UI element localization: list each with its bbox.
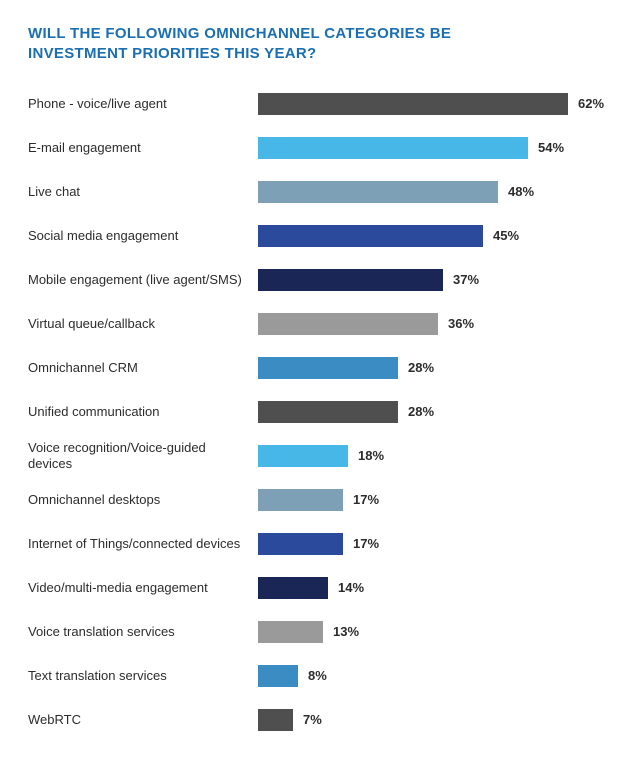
bar-wrap: 14% — [258, 577, 616, 599]
chart-row: Internet of Things/connected devices 17% — [28, 527, 616, 561]
row-label: Omnichannel CRM — [28, 360, 258, 376]
chart-row: Video/multi-media engagement 14% — [28, 571, 616, 605]
bar — [258, 357, 398, 379]
chart-row: Voice translation services 13% — [28, 615, 616, 649]
row-label: Live chat — [28, 184, 258, 200]
bar-wrap: 17% — [258, 489, 616, 511]
row-value: 36% — [448, 316, 474, 331]
chart-row: Omnichannel CRM 28% — [28, 351, 616, 385]
bar-wrap: 37% — [258, 269, 616, 291]
row-label: Mobile engagement (live agent/SMS) — [28, 272, 258, 288]
bar — [258, 401, 398, 423]
bar — [258, 225, 483, 247]
row-value: 45% — [493, 228, 519, 243]
row-label: Video/multi-media engagement — [28, 580, 258, 596]
bar — [258, 665, 298, 687]
bar-wrap: 28% — [258, 401, 616, 423]
bar — [258, 313, 438, 335]
chart-row: Social media engagement 45% — [28, 219, 616, 253]
row-value: 28% — [408, 404, 434, 419]
bar-wrap: 17% — [258, 533, 616, 555]
bar-wrap: 36% — [258, 313, 616, 335]
row-value: 37% — [453, 272, 479, 287]
bar — [258, 181, 498, 203]
bar-wrap: 28% — [258, 357, 616, 379]
bar-chart: Phone - voice/live agent 62% E-mail engage… — [28, 87, 616, 747]
row-value: 18% — [358, 448, 384, 463]
bar-wrap: 7% — [258, 709, 616, 731]
row-value: 17% — [353, 536, 379, 551]
bar — [258, 577, 328, 599]
row-label: Voice recognition/Voice-guided devices — [28, 440, 258, 471]
chart-row: Mobile engagement (live agent/SMS) 37% — [28, 263, 616, 297]
row-value: 13% — [333, 624, 359, 639]
row-value: 28% — [408, 360, 434, 375]
bar — [258, 137, 528, 159]
bar — [258, 533, 343, 555]
row-label: Virtual queue/callback — [28, 316, 258, 332]
row-label: E-mail engagement — [28, 140, 258, 156]
chart-row: Phone - voice/live agent 62% — [28, 87, 616, 121]
bar-wrap: 18% — [258, 445, 616, 467]
bar — [258, 269, 443, 291]
row-label: Internet of Things/connected devices — [28, 536, 258, 552]
chart-title: WILL THE FOLLOWING OMNICHANNEL CATEGORIE… — [28, 24, 548, 65]
row-value: 17% — [353, 492, 379, 507]
chart-row: Unified communication 28% — [28, 395, 616, 429]
row-label: WebRTC — [28, 712, 258, 728]
bar — [258, 489, 343, 511]
row-label: Voice translation services — [28, 624, 258, 640]
row-value: 62% — [578, 96, 604, 111]
row-value: 54% — [538, 140, 564, 155]
chart-row: WebRTC 7% — [28, 703, 616, 737]
bar — [258, 709, 293, 731]
row-label: Unified communication — [28, 404, 258, 420]
bar — [258, 621, 323, 643]
chart-row: Voice recognition/Voice-guided devices 18… — [28, 439, 616, 473]
bar-wrap: 45% — [258, 225, 616, 247]
row-label: Omnichannel desktops — [28, 492, 258, 508]
row-value: 7% — [303, 712, 322, 727]
chart-row: Live chat 48% — [28, 175, 616, 209]
row-value: 14% — [338, 580, 364, 595]
chart-row: Virtual queue/callback 36% — [28, 307, 616, 341]
row-value: 8% — [308, 668, 327, 683]
row-label: Text translation services — [28, 668, 258, 684]
chart-row: Text translation services 8% — [28, 659, 616, 693]
bar-wrap: 8% — [258, 665, 616, 687]
row-label: Phone - voice/live agent — [28, 96, 258, 112]
chart-row: E-mail engagement 54% — [28, 131, 616, 165]
bar-wrap: 13% — [258, 621, 616, 643]
bar-wrap: 62% — [258, 93, 616, 115]
bar-wrap: 54% — [258, 137, 616, 159]
row-value: 48% — [508, 184, 534, 199]
bar — [258, 93, 568, 115]
chart-row: Omnichannel desktops 17% — [28, 483, 616, 517]
bar — [258, 445, 348, 467]
row-label: Social media engagement — [28, 228, 258, 244]
bar-wrap: 48% — [258, 181, 616, 203]
